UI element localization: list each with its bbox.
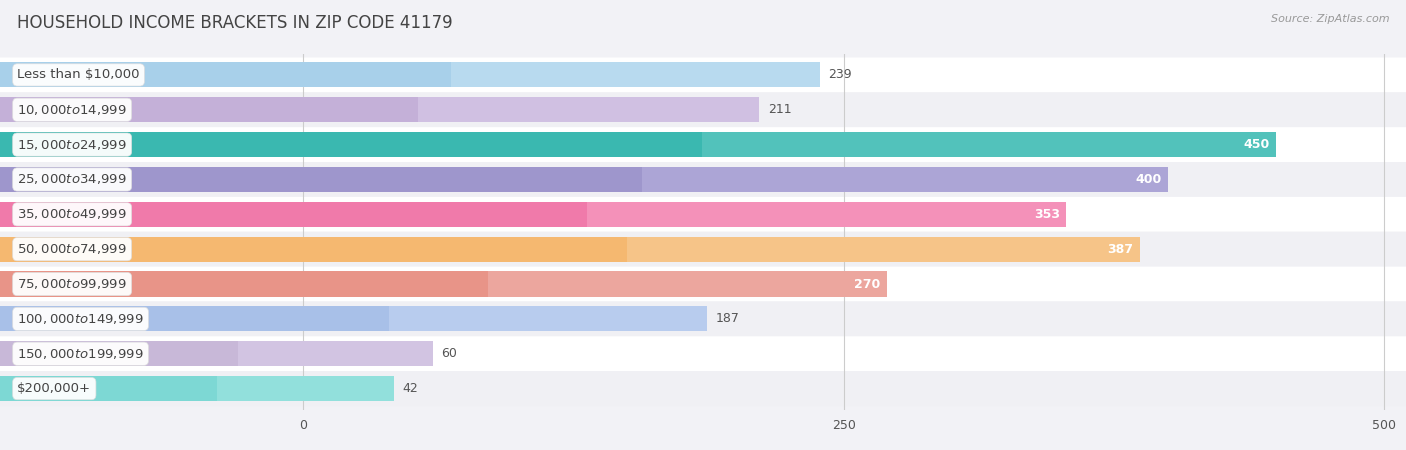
FancyBboxPatch shape [0,92,1406,127]
FancyBboxPatch shape [0,197,1406,232]
Bar [451,63,820,87]
Text: $15,000 to $24,999: $15,000 to $24,999 [17,138,127,152]
Text: $50,000 to $74,999: $50,000 to $74,999 [17,242,127,256]
Bar [702,132,1277,157]
Bar [627,237,1140,262]
Text: $75,000 to $99,999: $75,000 to $99,999 [17,277,127,291]
Bar [0,376,394,401]
Text: $200,000+: $200,000+ [17,382,91,395]
Bar [217,376,394,401]
Text: HOUSEHOLD INCOME BRACKETS IN ZIP CODE 41179: HOUSEHOLD INCOME BRACKETS IN ZIP CODE 41… [17,14,453,32]
Bar [0,63,820,87]
FancyBboxPatch shape [0,162,1406,197]
Text: 450: 450 [1243,138,1270,151]
Bar [586,202,1066,227]
FancyBboxPatch shape [0,232,1406,266]
Text: Source: ZipAtlas.com: Source: ZipAtlas.com [1271,14,1389,23]
Text: 211: 211 [768,103,792,116]
FancyBboxPatch shape [0,58,1406,92]
Bar [0,97,759,122]
Bar [418,97,759,122]
Bar [389,306,707,332]
Text: 60: 60 [441,347,457,360]
Text: 42: 42 [402,382,418,395]
Text: 387: 387 [1108,243,1133,256]
Bar [643,167,1168,192]
Text: $150,000 to $199,999: $150,000 to $199,999 [17,347,143,361]
Text: $100,000 to $149,999: $100,000 to $149,999 [17,312,143,326]
FancyBboxPatch shape [0,336,1406,371]
Text: 239: 239 [828,68,852,81]
Bar [0,132,1277,157]
FancyBboxPatch shape [0,302,1406,336]
Bar [0,167,1168,192]
Text: 270: 270 [853,278,880,291]
Text: Less than $10,000: Less than $10,000 [17,68,139,81]
Text: $25,000 to $34,999: $25,000 to $34,999 [17,172,127,186]
Text: 400: 400 [1135,173,1161,186]
Bar [0,306,707,332]
Bar [0,237,1140,262]
Text: 353: 353 [1033,208,1060,221]
Text: 187: 187 [716,312,740,325]
Bar [238,341,433,366]
Bar [488,271,887,297]
FancyBboxPatch shape [0,371,1406,406]
Bar [0,202,1066,227]
Bar [0,341,433,366]
FancyBboxPatch shape [0,266,1406,302]
Text: $35,000 to $49,999: $35,000 to $49,999 [17,207,127,221]
Text: $10,000 to $14,999: $10,000 to $14,999 [17,103,127,117]
FancyBboxPatch shape [0,127,1406,162]
Bar [0,271,887,297]
